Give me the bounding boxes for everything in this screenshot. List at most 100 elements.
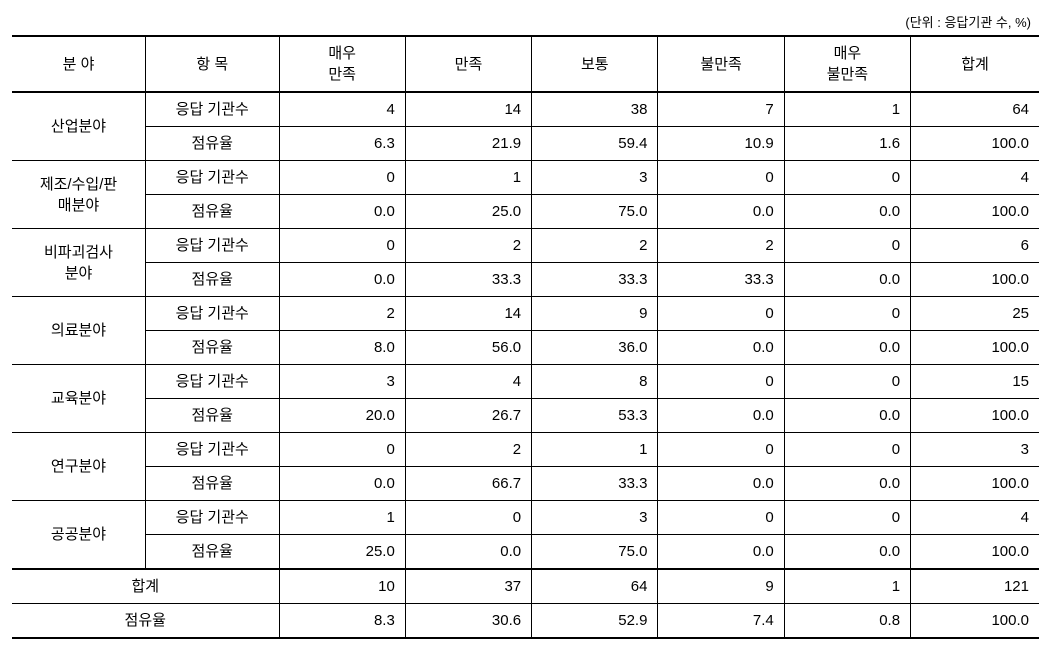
value-cell: 0 — [405, 501, 531, 535]
value-cell: 25.0 — [279, 535, 405, 570]
value-cell: 64 — [911, 92, 1039, 127]
value-cell: 0 — [658, 433, 784, 467]
value-cell: 100.0 — [911, 535, 1039, 570]
item-cell-count: 응답 기관수 — [146, 161, 280, 195]
value-cell: 0 — [784, 229, 910, 263]
item-cell-share: 점유율 — [146, 127, 280, 161]
value-cell: 0 — [279, 161, 405, 195]
total-value-cell: 52.9 — [532, 604, 658, 639]
value-cell: 0 — [784, 433, 910, 467]
value-cell: 0 — [658, 297, 784, 331]
value-cell: 53.3 — [532, 399, 658, 433]
value-cell: 7 — [658, 92, 784, 127]
header-total: 합계 — [911, 36, 1039, 92]
value-cell: 14 — [405, 92, 531, 127]
header-normal: 보통 — [532, 36, 658, 92]
value-cell: 3 — [532, 161, 658, 195]
header-very-satisfied: 매우만족 — [279, 36, 405, 92]
value-cell: 0 — [784, 297, 910, 331]
value-cell: 0.0 — [784, 399, 910, 433]
value-cell: 100.0 — [911, 263, 1039, 297]
item-cell-share: 점유율 — [146, 331, 280, 365]
table-row: 점유율0.066.733.30.00.0100.0 — [12, 467, 1039, 501]
value-cell: 9 — [532, 297, 658, 331]
value-cell: 25 — [911, 297, 1039, 331]
value-cell: 6.3 — [279, 127, 405, 161]
total-value-cell: 10 — [279, 569, 405, 604]
total-label-share: 점유율 — [12, 604, 279, 639]
table-row: 비파괴검사분야응답 기관수022206 — [12, 229, 1039, 263]
value-cell: 100.0 — [911, 331, 1039, 365]
value-cell: 2 — [405, 229, 531, 263]
value-cell: 1 — [532, 433, 658, 467]
value-cell: 75.0 — [532, 535, 658, 570]
item-cell-count: 응답 기관수 — [146, 297, 280, 331]
value-cell: 26.7 — [405, 399, 531, 433]
value-cell: 0.0 — [658, 195, 784, 229]
item-cell-share: 점유율 — [146, 467, 280, 501]
table-row: 점유율25.00.075.00.00.0100.0 — [12, 535, 1039, 570]
table-row: 공공분야응답 기관수103004 — [12, 501, 1039, 535]
value-cell: 0.0 — [279, 195, 405, 229]
total-value-cell: 8.3 — [279, 604, 405, 639]
table-row: 점유율6.321.959.410.91.6100.0 — [12, 127, 1039, 161]
header-dissatisfied: 불만족 — [658, 36, 784, 92]
table-row: 의료분야응답 기관수21490025 — [12, 297, 1039, 331]
value-cell: 0.0 — [784, 467, 910, 501]
value-cell: 4 — [405, 365, 531, 399]
header-item: 항 목 — [146, 36, 280, 92]
value-cell: 100.0 — [911, 195, 1039, 229]
table-row: 점유율0.025.075.00.00.0100.0 — [12, 195, 1039, 229]
value-cell: 2 — [658, 229, 784, 263]
value-cell: 0 — [784, 365, 910, 399]
value-cell: 0.0 — [658, 467, 784, 501]
total-row-share: 점유율8.330.652.97.40.8100.0 — [12, 604, 1039, 639]
value-cell: 33.3 — [658, 263, 784, 297]
item-cell-share: 점유율 — [146, 195, 280, 229]
value-cell: 10.9 — [658, 127, 784, 161]
value-cell: 33.3 — [532, 263, 658, 297]
header-satisfied: 만족 — [405, 36, 531, 92]
table-row: 점유율0.033.333.333.30.0100.0 — [12, 263, 1039, 297]
value-cell: 3 — [532, 501, 658, 535]
value-cell: 56.0 — [405, 331, 531, 365]
value-cell: 1 — [279, 501, 405, 535]
value-cell: 3 — [911, 433, 1039, 467]
value-cell: 33.3 — [532, 467, 658, 501]
value-cell: 0.0 — [658, 399, 784, 433]
table-row: 산업분야응답 기관수414387164 — [12, 92, 1039, 127]
value-cell: 2 — [405, 433, 531, 467]
value-cell: 4 — [911, 161, 1039, 195]
value-cell: 0.0 — [784, 331, 910, 365]
header-very-dissatisfied: 매우불만족 — [784, 36, 910, 92]
category-cell: 비파괴검사분야 — [12, 229, 146, 297]
category-cell: 제조/수입/판매분야 — [12, 161, 146, 229]
value-cell: 59.4 — [532, 127, 658, 161]
total-value-cell: 7.4 — [658, 604, 784, 639]
item-cell-share: 점유율 — [146, 535, 280, 570]
category-cell: 산업분야 — [12, 92, 146, 161]
value-cell: 0 — [658, 501, 784, 535]
value-cell: 0 — [279, 229, 405, 263]
value-cell: 14 — [405, 297, 531, 331]
item-cell-share: 점유율 — [146, 399, 280, 433]
category-cell: 의료분야 — [12, 297, 146, 365]
value-cell: 75.0 — [532, 195, 658, 229]
value-cell: 1 — [405, 161, 531, 195]
value-cell: 4 — [911, 501, 1039, 535]
table-row: 점유율8.056.036.00.00.0100.0 — [12, 331, 1039, 365]
total-value-cell: 30.6 — [405, 604, 531, 639]
value-cell: 0 — [658, 161, 784, 195]
value-cell: 8.0 — [279, 331, 405, 365]
table-row: 점유율20.026.753.30.00.0100.0 — [12, 399, 1039, 433]
value-cell: 0 — [279, 433, 405, 467]
total-value-cell: 9 — [658, 569, 784, 604]
item-cell-count: 응답 기관수 — [146, 229, 280, 263]
value-cell: 0.0 — [658, 535, 784, 570]
table-row: 교육분야응답 기관수3480015 — [12, 365, 1039, 399]
value-cell: 100.0 — [911, 467, 1039, 501]
value-cell: 15 — [911, 365, 1039, 399]
value-cell: 0.0 — [279, 467, 405, 501]
total-value-cell: 37 — [405, 569, 531, 604]
value-cell: 4 — [279, 92, 405, 127]
